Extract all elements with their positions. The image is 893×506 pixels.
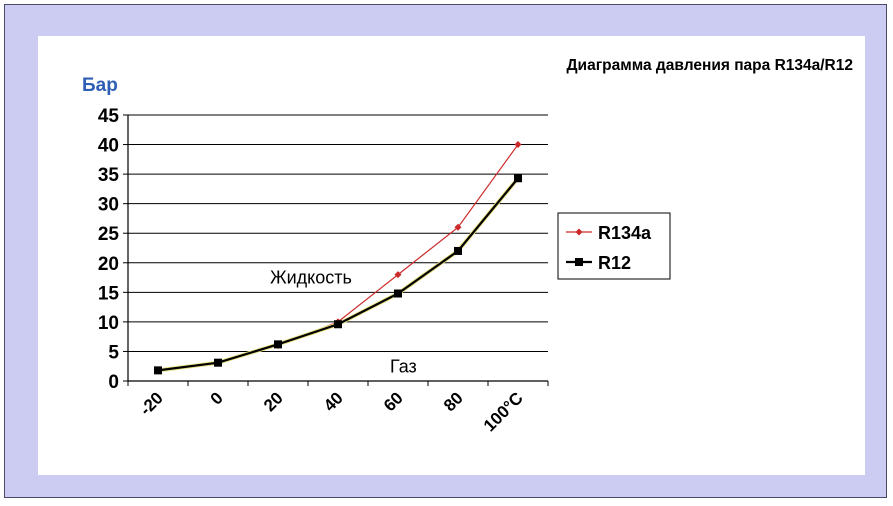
x-tick-label: 80 bbox=[440, 388, 467, 415]
y-tick-labels: 0 5 10 15 20 25 30 35 40 45 bbox=[98, 106, 120, 393]
y-tick-label: 15 bbox=[98, 283, 120, 304]
point-r12 bbox=[274, 340, 282, 349]
x-tick-label: -20 bbox=[136, 388, 167, 419]
point-r12 bbox=[334, 320, 342, 329]
legend-label-r134a: R134a bbox=[598, 223, 652, 243]
y-tick-label: 40 bbox=[98, 136, 119, 157]
y-tick-label: 5 bbox=[108, 342, 119, 363]
point-r12 bbox=[214, 358, 222, 367]
legend: R134a R12 bbox=[557, 212, 671, 280]
point-r12 bbox=[454, 246, 462, 255]
annotation-gas: Газ bbox=[390, 356, 417, 376]
y-tick-label: 25 bbox=[98, 224, 120, 245]
x-tick-label: 60 bbox=[380, 388, 407, 415]
legend-marker-r12 bbox=[575, 258, 583, 266]
point-r12 bbox=[394, 289, 402, 298]
annotation-liquid: Жидкость bbox=[270, 268, 352, 288]
legend-label-r12: R12 bbox=[598, 253, 631, 273]
y-tick-label: 0 bbox=[108, 372, 119, 393]
series-group bbox=[154, 141, 522, 375]
axes bbox=[123, 114, 549, 386]
legend-marker-r134a bbox=[575, 228, 583, 236]
point-r12 bbox=[154, 366, 162, 375]
point-r134a bbox=[394, 271, 402, 279]
x-tick-label: 40 bbox=[320, 388, 347, 415]
x-tick-labels: -20 0 20 40 60 80 100°C bbox=[136, 388, 527, 435]
y-axis-label: Бар bbox=[82, 75, 118, 96]
y-tick-label: 30 bbox=[98, 195, 119, 216]
series-line-r134a bbox=[157, 144, 519, 371]
annotations: Жидкость Газ bbox=[270, 268, 417, 377]
gridlines bbox=[128, 114, 548, 352]
point-r134a bbox=[454, 223, 462, 231]
y-tick-label: 35 bbox=[98, 165, 120, 186]
y-tick-label: 45 bbox=[98, 106, 120, 127]
x-tick-label: 20 bbox=[260, 388, 287, 415]
legend-box bbox=[557, 212, 671, 280]
point-r12 bbox=[514, 174, 522, 183]
outer-frame bbox=[4, 4, 887, 498]
y-tick-label: 10 bbox=[98, 313, 119, 334]
y-tick-label: 20 bbox=[98, 254, 119, 275]
chart-title: Диаграмма давления пара R134a/R12 bbox=[567, 57, 853, 74]
point-r134a bbox=[514, 141, 522, 149]
x-tick-label: 0 bbox=[207, 388, 227, 408]
x-tick-label: 100°C bbox=[480, 388, 527, 435]
